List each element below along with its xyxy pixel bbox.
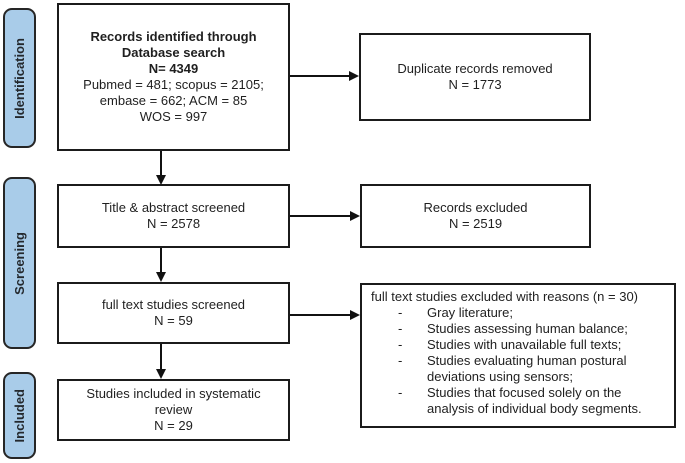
records-identified-count: N= 4349 bbox=[148, 61, 199, 76]
records-excluded-box: Records excluded N = 2519 bbox=[360, 184, 591, 248]
records-identified-box: Records identified through Database sear… bbox=[57, 3, 290, 151]
records-excluded-count: N = 2519 bbox=[448, 216, 503, 231]
arrow-stem bbox=[160, 248, 162, 273]
records-identified-sources3: WOS = 997 bbox=[139, 109, 208, 124]
title-abstract-line: Title & abstract screened bbox=[101, 200, 246, 215]
arrow-stem bbox=[160, 151, 162, 177]
excluded-reason-text: Gray literature; bbox=[427, 305, 513, 320]
arrow-down-icon bbox=[156, 272, 166, 282]
arrow-down-icon bbox=[156, 175, 166, 185]
full-text-screened-box: full text studies screened N = 59 bbox=[57, 282, 290, 344]
studies-included-count: N = 29 bbox=[154, 418, 193, 433]
duplicates-removed-box: Duplicate records removed N = 1773 bbox=[359, 33, 591, 121]
records-identified-line2: Database search bbox=[121, 45, 226, 60]
excluded-reason-item: - Studies evaluating human postural devi… bbox=[371, 353, 670, 385]
records-identified-sources2: embase = 662; ACM = 85 bbox=[99, 93, 248, 108]
excluded-reason-text: Studies with unavailable full texts; bbox=[427, 337, 622, 352]
excluded-reason-text: Studies evaluating human postural deviat… bbox=[427, 353, 627, 384]
arrow-right-icon bbox=[349, 71, 359, 81]
stage-label-identification-text: Identification bbox=[12, 37, 27, 119]
stage-label-screening: Screening bbox=[3, 177, 36, 349]
bullet-dash: - bbox=[398, 385, 403, 400]
full-text-screened-count: N = 59 bbox=[154, 313, 193, 328]
arrow-right-icon bbox=[350, 310, 360, 320]
full-text-excluded-header: full text studies excluded with reasons … bbox=[371, 289, 639, 304]
bullet-dash: - bbox=[398, 321, 403, 336]
studies-included-line2: review bbox=[154, 402, 193, 417]
stage-label-included: Included bbox=[3, 372, 36, 459]
title-abstract-count: N = 2578 bbox=[146, 216, 201, 231]
arrow-stem bbox=[290, 215, 351, 217]
excluded-reason-text: Studies assessing human balance; bbox=[427, 321, 628, 336]
full-text-screened-line: full text studies screened bbox=[101, 297, 246, 312]
stage-label-screening-text: Screening bbox=[12, 231, 27, 295]
records-excluded-line: Records excluded bbox=[423, 200, 528, 215]
title-abstract-screened-box: Title & abstract screened N = 2578 bbox=[57, 184, 290, 248]
excluded-reason-item: - Studies with unavailable full texts; bbox=[371, 337, 670, 353]
stage-label-identification: Identification bbox=[3, 8, 36, 148]
excluded-reason-text: Studies that focused solely on the analy… bbox=[427, 385, 642, 416]
excluded-reason-item: - Gray literature; bbox=[371, 305, 670, 321]
duplicates-removed-line: Duplicate records removed bbox=[397, 61, 553, 76]
excluded-reason-item: - Studies assessing human balance; bbox=[371, 321, 670, 337]
bullet-dash: - bbox=[398, 337, 403, 352]
arrow-stem bbox=[290, 314, 351, 316]
arrow-stem bbox=[290, 75, 350, 77]
excluded-reason-item: - Studies that focused solely on the ana… bbox=[371, 385, 670, 417]
arrow-stem bbox=[160, 344, 162, 370]
bullet-dash: - bbox=[398, 305, 403, 320]
studies-included-box: Studies included in systematic review N … bbox=[57, 379, 290, 441]
arrow-down-icon bbox=[156, 369, 166, 379]
studies-included-line1: Studies included in systematic bbox=[86, 386, 261, 401]
records-identified-sources1: Pubmed = 481; scopus = 2105; bbox=[83, 77, 264, 92]
duplicates-removed-count: N = 1773 bbox=[448, 77, 502, 92]
arrow-right-icon bbox=[350, 211, 360, 221]
records-identified-line1: Records identified through bbox=[90, 29, 257, 44]
full-text-excluded-box: full text studies excluded with reasons … bbox=[360, 283, 676, 428]
stage-label-included-text: Included bbox=[12, 388, 27, 443]
bullet-dash: - bbox=[398, 353, 403, 368]
